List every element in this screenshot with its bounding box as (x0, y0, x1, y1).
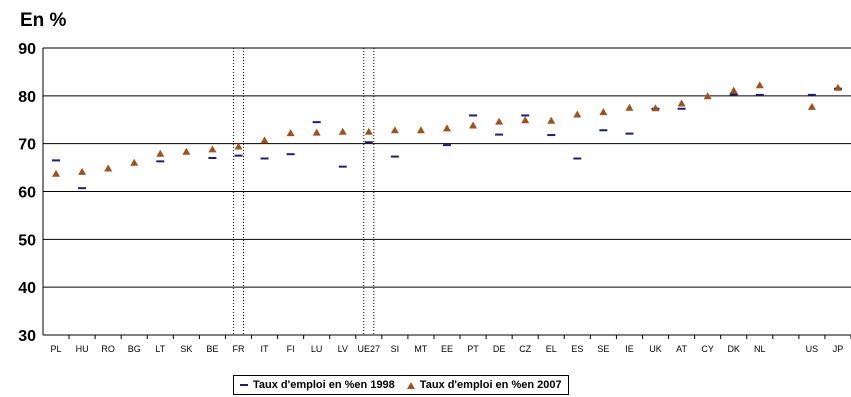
data-point-2007 (234, 142, 243, 150)
data-point-2007 (312, 128, 321, 136)
legend-label-1998: Taux d'emploi en %en 1998 (253, 379, 395, 391)
x-tick-label: BG (128, 344, 141, 354)
data-point-2007 (573, 110, 582, 118)
data-point-1998 (78, 187, 87, 190)
data-point-1998 (338, 165, 347, 168)
x-tick-label: LV (338, 344, 348, 354)
x-tick-label: PT (467, 344, 479, 354)
data-point-1998 (807, 93, 816, 96)
x-tick-label: JP (833, 344, 844, 354)
data-point-2007 (52, 169, 61, 177)
data-point-2007 (156, 149, 165, 157)
data-point-2007 (729, 86, 738, 94)
data-point-2007 (469, 121, 478, 129)
y-tick-label: 60 (18, 185, 36, 202)
data-point-2007 (495, 117, 504, 125)
data-point-2007 (443, 124, 451, 132)
x-tick-label: NL (754, 344, 766, 354)
data-point-2007 (833, 83, 842, 91)
data-point-2007 (286, 129, 295, 137)
x-tick-label: SK (180, 344, 192, 354)
legend-label-2007: Taux d'emploi en %en 2007 (419, 379, 562, 391)
x-tick-label: MT (414, 344, 427, 354)
x-tick-label: EL (546, 344, 557, 354)
x-tick-label: CY (701, 344, 714, 354)
data-point-1998 (625, 132, 634, 135)
data-point-2007 (599, 108, 608, 116)
legend-item-2007: Taux d'emploi en %en 2007 (395, 379, 562, 391)
data-point-2007 (651, 104, 660, 112)
data-point-1998 (312, 121, 321, 124)
data-point-2007 (208, 145, 217, 153)
dash-marker-icon (240, 384, 248, 386)
data-point-1998 (469, 114, 478, 117)
data-point-1998 (443, 144, 451, 147)
x-tick-label: BE (206, 344, 218, 354)
x-tick-label: HU (76, 344, 89, 354)
data-point-1998 (156, 160, 165, 163)
x-tick-label: CZ (519, 344, 531, 354)
y-tick-label: 70 (18, 137, 36, 154)
data-point-2007 (521, 116, 530, 124)
data-point-2007 (182, 147, 191, 155)
data-point-2007 (677, 99, 686, 107)
x-tick-label: US (806, 344, 819, 354)
x-tick-label: ES (571, 344, 583, 354)
x-tick-label: FI (287, 344, 295, 354)
data-point-2007 (364, 127, 373, 135)
x-tick-label: DE (493, 344, 506, 354)
data-point-1998 (755, 93, 764, 96)
data-point-1998 (260, 157, 269, 160)
x-tick-label: LU (311, 344, 323, 354)
data-point-2007 (104, 164, 113, 172)
y-tick-label: 50 (18, 232, 36, 249)
data-point-2007 (390, 126, 399, 134)
x-tick-label: AT (676, 344, 687, 354)
data-point-1998 (52, 159, 61, 162)
data-point-2007 (130, 158, 139, 166)
data-point-2007 (416, 126, 425, 134)
y-axis-title: En % (20, 10, 67, 31)
x-tick-label: FR (232, 344, 244, 354)
data-point-2007 (625, 103, 634, 111)
x-tick-label: EE (441, 344, 453, 354)
data-point-1998 (547, 134, 556, 137)
data-point-1998 (286, 153, 295, 156)
data-point-1998 (599, 129, 608, 132)
y-tick-label: 80 (18, 89, 36, 106)
data-point-2007 (338, 127, 347, 135)
x-tick-label: LT (155, 344, 165, 354)
y-tick-label: 90 (18, 41, 36, 58)
data-point-1998 (573, 157, 582, 160)
legend-item-1998: Taux d'emploi en %en 1998 (240, 379, 395, 391)
y-tick-label: 30 (18, 328, 36, 345)
x-tick-label: RO (101, 344, 115, 354)
triangle-marker-icon (406, 381, 415, 389)
data-point-2007 (807, 102, 816, 110)
x-tick-label: DK (727, 344, 740, 354)
x-tick-label: UE27 (358, 344, 381, 354)
data-point-1998 (677, 107, 686, 110)
data-point-1998 (390, 155, 399, 158)
data-point-1998 (495, 133, 504, 136)
data-point-1998 (208, 157, 217, 160)
data-point-2007 (755, 81, 764, 89)
data-point-1998 (234, 154, 243, 157)
data-point-2007 (547, 116, 556, 124)
data-point-2007 (78, 167, 87, 175)
employment-rate-chart: 30 40 50 60 70 80 90 PL HU RO BG LT SK BE FR IT FI LU LV UE… (18, 41, 851, 354)
data-point-1998 (364, 141, 373, 144)
x-tick-label: PL (51, 344, 62, 354)
y-tick-label: 40 (18, 280, 36, 297)
x-tick-label: IE (625, 344, 634, 354)
data-point-2007 (703, 92, 712, 100)
x-tick-label: SE (597, 344, 609, 354)
x-tick-label: UK (649, 344, 662, 354)
chart-legend: Taux d'emploi en %en 1998 Taux d'emploi … (233, 375, 569, 395)
x-tick-label: IT (261, 344, 270, 354)
data-point-1998 (521, 114, 530, 117)
data-point-2007 (260, 136, 269, 144)
x-tick-label: SI (391, 344, 400, 354)
data-point-1998 (729, 93, 738, 96)
